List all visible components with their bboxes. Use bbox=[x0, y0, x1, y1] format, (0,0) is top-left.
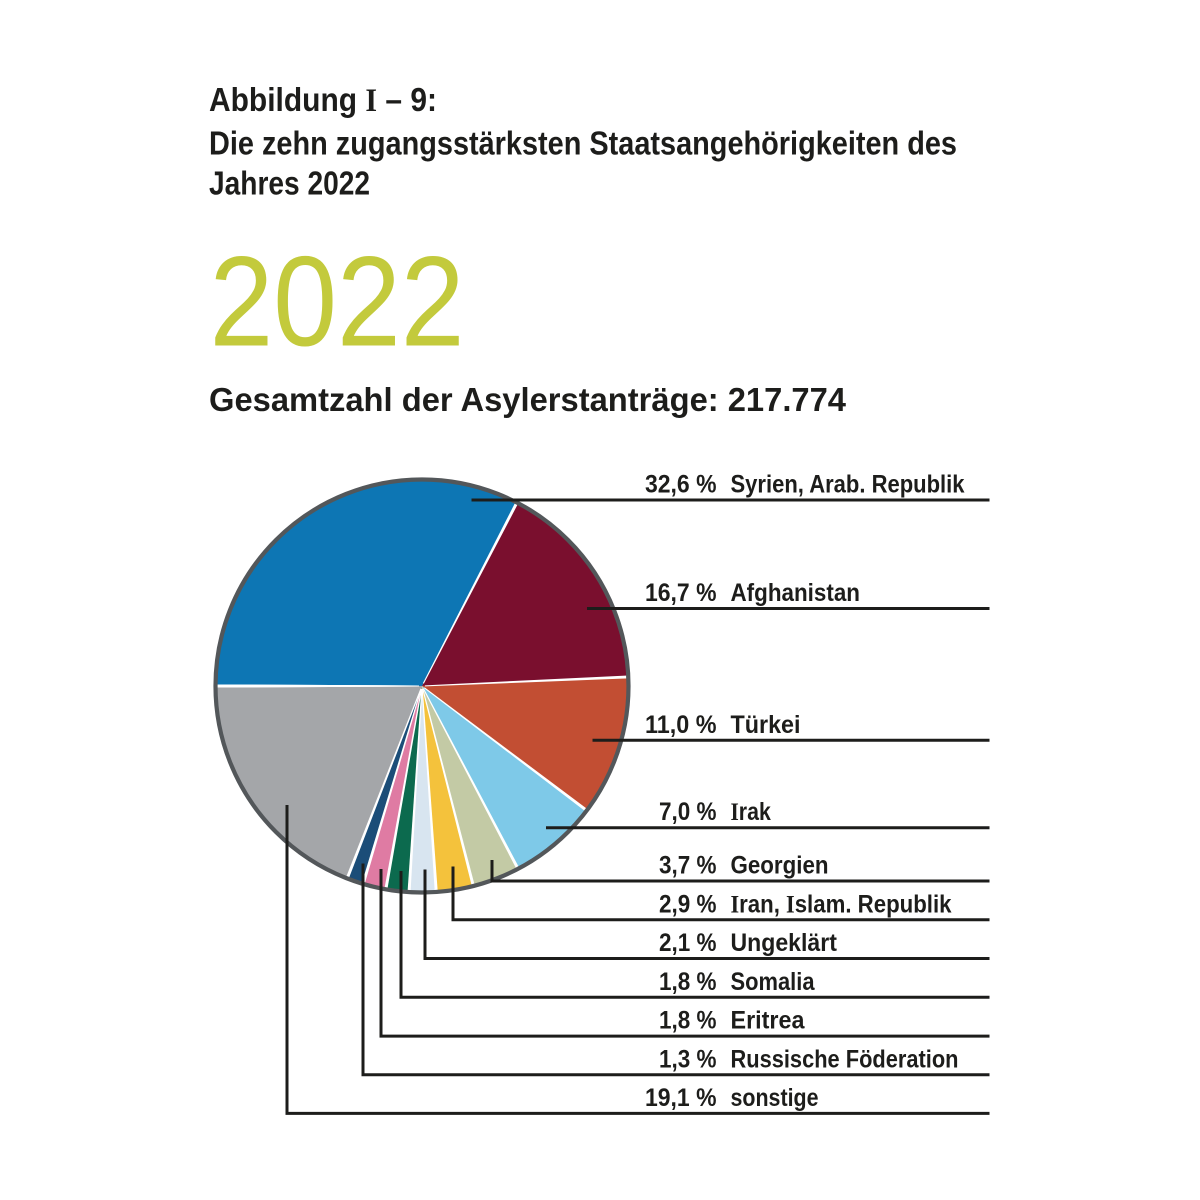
svg-text:Iran, Islam. Republik: Iran, Islam. Republik bbox=[731, 890, 952, 918]
svg-text:2,9 %: 2,9 % bbox=[659, 890, 717, 918]
svg-text:19,1 %: 19,1 % bbox=[645, 1084, 717, 1112]
svg-text:Georgien: Georgien bbox=[731, 852, 829, 880]
svg-text:Somalia: Somalia bbox=[731, 968, 816, 996]
svg-text:Eritrea: Eritrea bbox=[731, 1007, 806, 1035]
svg-text:Jahres 2022: Jahres 2022 bbox=[209, 164, 370, 201]
svg-text:2,1 %: 2,1 % bbox=[659, 929, 717, 957]
svg-text:Abbildung I – 9:: Abbildung I – 9: bbox=[209, 81, 437, 119]
svg-text:11,0 %: 11,0 % bbox=[645, 711, 717, 739]
svg-text:Die zehn zugangsstärksten Staa: Die zehn zugangsstärksten Staatsangehöri… bbox=[209, 125, 957, 162]
svg-text:Gesamtzahl der Asylerstanträge: Gesamtzahl der Asylerstanträge: 217.774 bbox=[209, 381, 847, 418]
svg-text:32,6 %: 32,6 % bbox=[645, 471, 717, 499]
svg-text:Irak: Irak bbox=[731, 798, 771, 826]
svg-text:Türkei: Türkei bbox=[731, 711, 801, 739]
svg-text:1,3 %: 1,3 % bbox=[659, 1045, 717, 1073]
svg-text:2022: 2022 bbox=[210, 231, 465, 374]
svg-text:Syrien, Arab. Republik: Syrien, Arab. Republik bbox=[731, 471, 965, 499]
svg-text:7,0 %: 7,0 % bbox=[659, 798, 717, 826]
svg-text:16,7 %: 16,7 % bbox=[645, 579, 717, 607]
svg-text:Afghanistan: Afghanistan bbox=[731, 579, 861, 607]
svg-text:sonstige: sonstige bbox=[731, 1084, 819, 1112]
svg-text:Ungeklärt: Ungeklärt bbox=[731, 929, 838, 957]
svg-text:Russische Föderation: Russische Föderation bbox=[731, 1045, 959, 1073]
svg-text:3,7 %: 3,7 % bbox=[659, 852, 717, 880]
svg-text:1,8 %: 1,8 % bbox=[659, 1007, 717, 1035]
svg-text:1,8 %: 1,8 % bbox=[659, 968, 717, 996]
